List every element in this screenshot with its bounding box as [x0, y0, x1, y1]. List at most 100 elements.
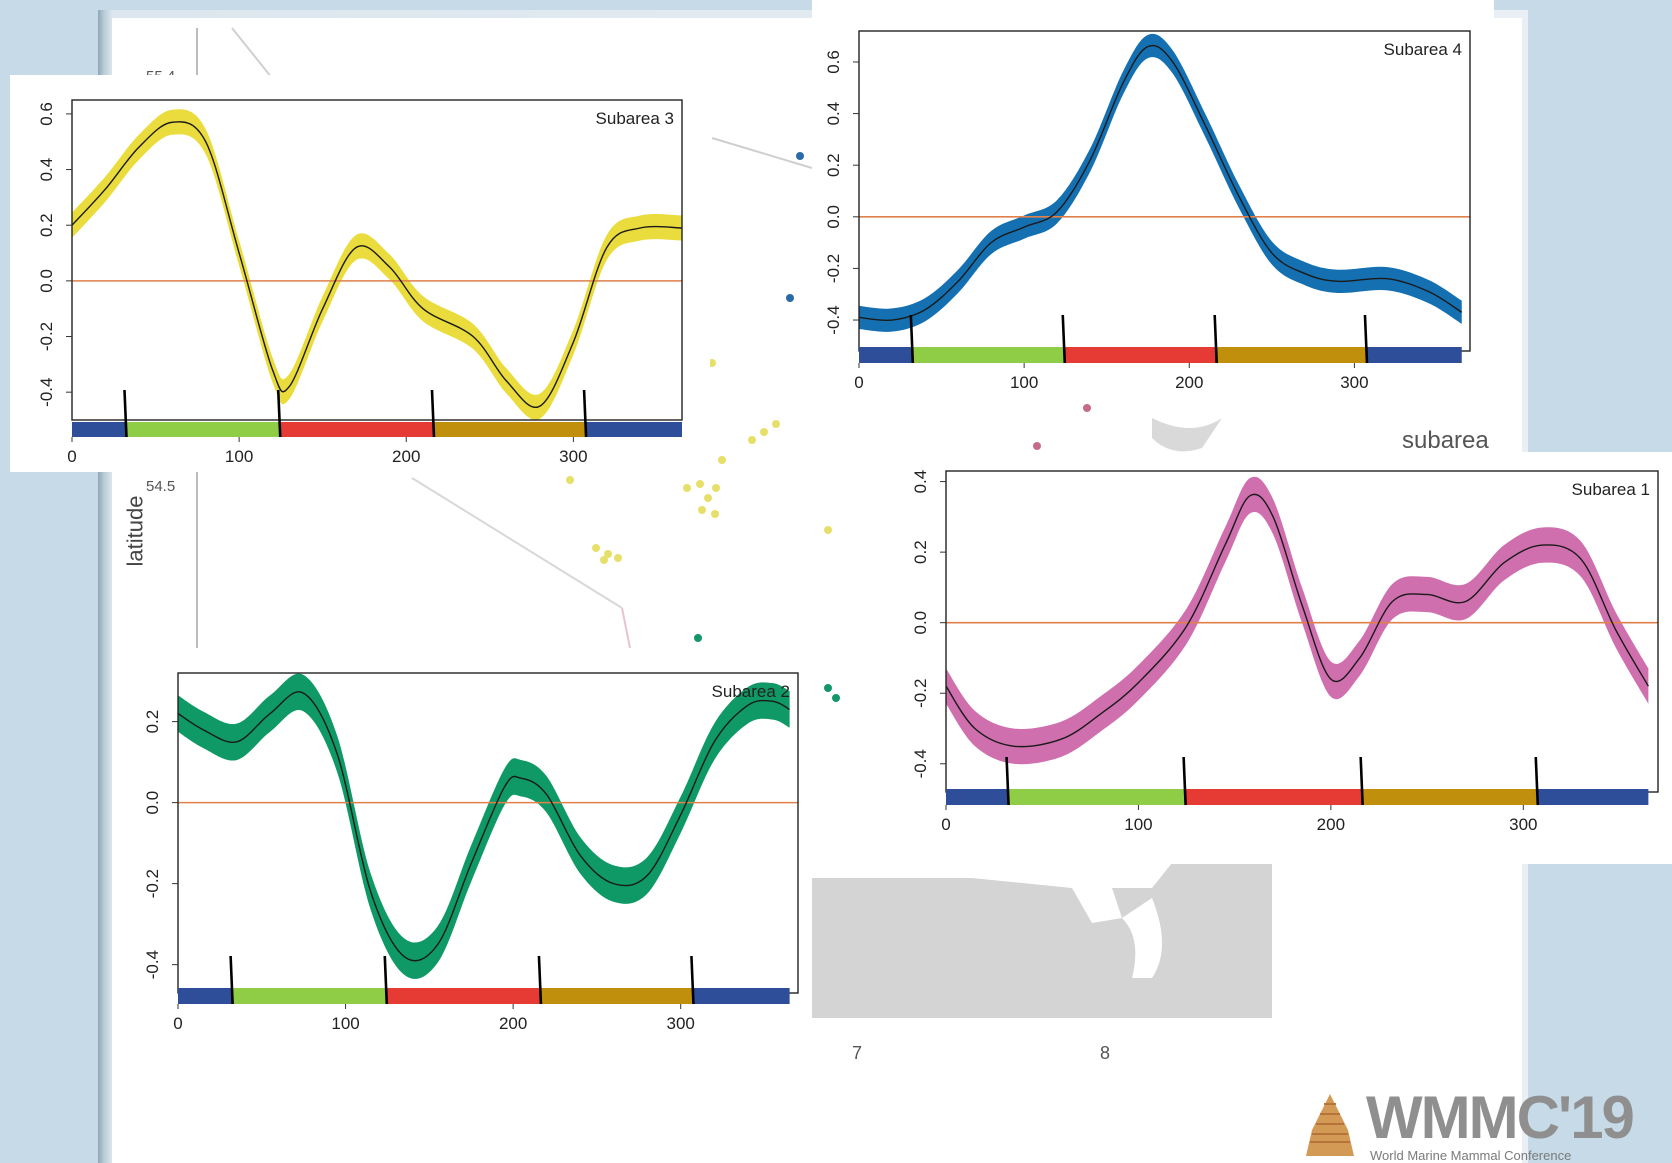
x-tick-label: 100	[331, 1014, 359, 1033]
season-segment	[178, 988, 232, 1004]
chart-svg: 0 100 200 300 -0.4 -0.2 0.0 0.2 0.4 0.6 Subarea 3	[37, 99, 683, 466]
season-boundary-marker	[123, 389, 128, 438]
x-tick-label: 300	[667, 1014, 695, 1033]
y-tick-label: 0.4	[37, 158, 56, 182]
y-tick-label: -0.2	[143, 869, 162, 898]
season-segment	[231, 988, 386, 1004]
season-segment	[1063, 347, 1216, 363]
y-tick-label: 0.2	[911, 540, 930, 564]
subarea-label: Subarea 2	[712, 682, 790, 701]
x-tick-label: 300	[1340, 373, 1368, 392]
season-boundary-marker	[276, 389, 282, 438]
season-boundary-marker	[1534, 756, 1540, 806]
season-segment	[946, 789, 1008, 805]
x-tick-label: 0	[854, 373, 863, 392]
season-segment	[585, 422, 682, 437]
y-tick-label: 0.4	[824, 102, 843, 126]
series-line	[945, 493, 1649, 748]
season-segment	[1184, 789, 1362, 805]
season-segment	[1361, 789, 1537, 805]
x-tick-label: 300	[1509, 815, 1537, 834]
chart-panel-subarea-4: 0 100 200 300 -0.4 -0.2 0.0 0.2 0.4 0.6 Subarea 4	[812, 0, 1494, 403]
wmmc-logo: WMMC'19 World Marine Mammal Conference	[1300, 1086, 1635, 1163]
x-tick-label: 100	[1124, 815, 1152, 834]
season-boundary-marker	[1182, 756, 1187, 806]
y-tick-label: 0.0	[911, 611, 930, 635]
plot-frame	[71, 99, 683, 421]
season-boundary-marker	[690, 955, 695, 1005]
confidence-band	[72, 109, 682, 420]
season-segment	[1365, 347, 1462, 363]
season-boundary-marker	[1363, 314, 1369, 364]
y-tick-label: -0.2	[824, 254, 843, 283]
y-tick-label: 0.6	[824, 50, 843, 74]
series-line	[71, 121, 683, 409]
season-segment	[539, 988, 693, 1004]
logo-subtitle: World Marine Mammal Conference	[1370, 1148, 1572, 1163]
season-segment	[1536, 789, 1649, 805]
x-tick-label: 300	[559, 447, 587, 466]
map-ytick-mid: 54.5	[146, 478, 176, 495]
season-segment	[125, 422, 280, 437]
season-segment	[385, 988, 540, 1004]
y-tick-label: -0.2	[911, 679, 930, 708]
subarea-label: Subarea 1	[1572, 480, 1650, 499]
chart-panel-subarea-1: 0 100 200 300 -0.4 -0.2 0.0 0.2 0.4 Subarea 1	[875, 452, 1672, 864]
y-tick-label: 0.0	[143, 791, 162, 815]
y-tick-label: -0.4	[37, 378, 56, 407]
x-tick-label: 100	[1010, 373, 1038, 392]
series-line	[177, 691, 790, 962]
season-boundary-marker	[537, 955, 543, 1005]
chart-panel-subarea-2: 0 100 200 300 -0.4 -0.2 0.0 0.2 Subarea 2	[116, 648, 812, 1078]
season-boundary-marker	[909, 314, 915, 364]
logo-text: WMMC'19	[1366, 1084, 1635, 1151]
x-tick-label: 0	[941, 815, 950, 834]
season-boundary-marker	[1359, 756, 1364, 806]
y-tick-label: 0.2	[824, 153, 843, 177]
season-segment	[859, 347, 912, 363]
season-boundary-marker	[1005, 756, 1010, 806]
map-xtick-8: 8	[1100, 1043, 1111, 1063]
y-tick-label: -0.2	[37, 322, 56, 351]
subarea-label: Subarea 3	[596, 109, 674, 128]
season-segment	[1215, 347, 1366, 363]
x-tick-label: 200	[392, 447, 420, 466]
subarea-label: Subarea 4	[1384, 40, 1462, 59]
season-segment	[72, 422, 126, 437]
y-tick-label: 0.2	[143, 710, 162, 734]
x-tick-label: 100	[225, 447, 253, 466]
map-ylabel: latitude	[122, 495, 148, 567]
shell-logo-icon	[1306, 1094, 1354, 1156]
season-segment	[911, 347, 1064, 363]
map-graphic	[196, 27, 1272, 1018]
season-boundary-marker	[582, 389, 588, 438]
y-tick-label: 0.4	[911, 470, 930, 494]
season-segment	[1007, 789, 1185, 805]
confidence-band	[946, 476, 1649, 765]
map-xtick-7: 7	[852, 1043, 863, 1063]
chart-svg: 0 100 200 300 -0.4 -0.2 0.0 0.2 Subarea 2	[143, 672, 799, 1033]
season-segment	[692, 988, 790, 1004]
chart-svg: 0 100 200 300 -0.4 -0.2 0.0 0.2 0.4 0.6 Subarea 4	[824, 30, 1471, 392]
x-tick-label: 200	[1317, 815, 1345, 834]
x-tick-label: 200	[1175, 373, 1203, 392]
plot-frame	[858, 30, 1471, 352]
season-boundary-marker	[1061, 314, 1067, 364]
x-tick-label: 0	[173, 1014, 182, 1033]
chart-panel-subarea-3: 0 100 200 300 -0.4 -0.2 0.0 0.2 0.4 0.6 Subarea 3	[10, 75, 710, 472]
season-boundary-marker	[229, 955, 234, 1005]
y-tick-label: 0.0	[824, 205, 843, 229]
confidence-band	[178, 673, 790, 979]
x-tick-label: 200	[499, 1014, 527, 1033]
y-tick-label: 0.6	[37, 102, 56, 126]
season-segment	[279, 422, 433, 437]
x-tick-label: 0	[67, 447, 76, 466]
season-boundary-marker	[430, 389, 436, 438]
season-boundary-marker	[383, 955, 389, 1005]
chart-svg: 0 100 200 300 -0.4 -0.2 0.0 0.2 0.4 Subarea 1	[911, 470, 1659, 834]
y-tick-label: -0.4	[824, 305, 843, 334]
y-tick-label: -0.4	[911, 749, 930, 778]
series-line	[858, 44, 1463, 322]
season-segment	[432, 422, 586, 437]
y-tick-label: 0.0	[37, 269, 56, 293]
